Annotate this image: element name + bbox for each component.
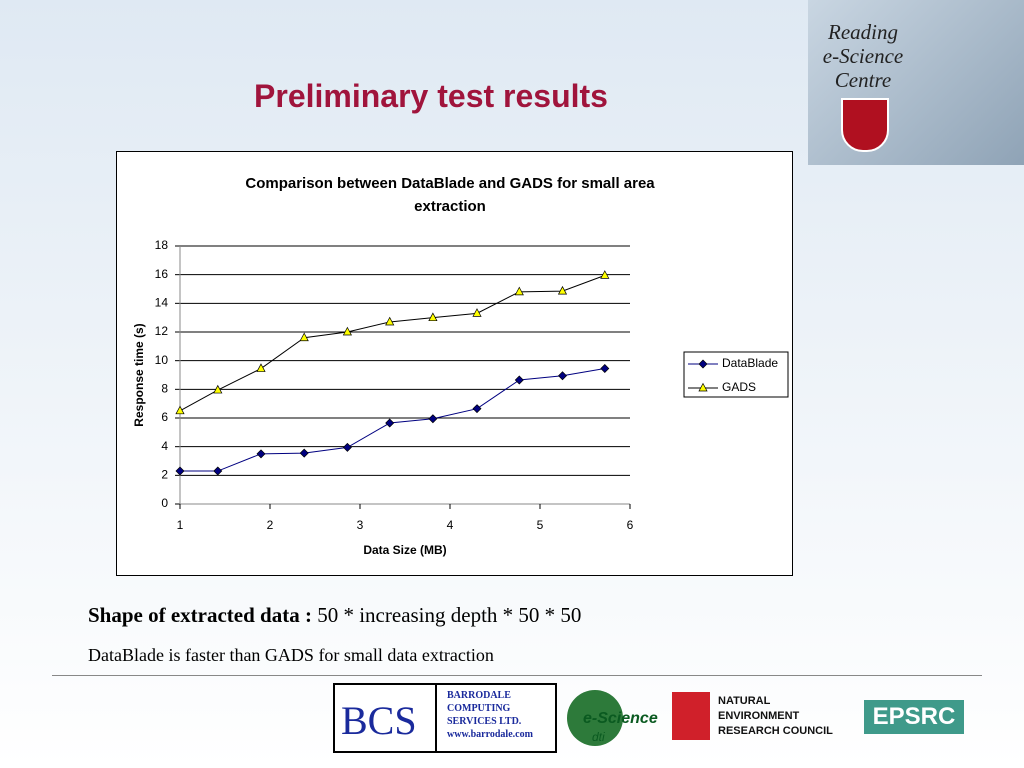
escience-text: e-Science bbox=[583, 710, 658, 727]
nerc-line: ENVIRONMENT bbox=[718, 710, 800, 722]
marker bbox=[558, 371, 567, 381]
series-line bbox=[179, 274, 605, 412]
bcs-mark: BCS bbox=[341, 698, 417, 743]
shape-line: Shape of extracted data : 50 * increasin… bbox=[88, 603, 581, 628]
marker bbox=[213, 466, 223, 476]
x-tick-label: 1 bbox=[177, 518, 184, 532]
nerc-mark bbox=[672, 692, 710, 740]
y-tick-label: 0 bbox=[161, 496, 168, 510]
bcs-sep bbox=[435, 685, 437, 751]
marker bbox=[514, 375, 524, 385]
marker bbox=[256, 363, 266, 372]
y-tick-label: 18 bbox=[155, 238, 169, 252]
y-tick-label: 16 bbox=[155, 267, 169, 281]
marker bbox=[472, 404, 482, 414]
marker bbox=[342, 442, 352, 452]
nerc-text: NATURAL ENVIRONMENT RESEARCH COUNCIL bbox=[718, 694, 833, 739]
marker bbox=[600, 364, 610, 374]
logo-line: e-Science bbox=[822, 44, 904, 68]
logo-text: Reading e-Science Centre bbox=[808, 20, 918, 92]
bcs-line: SERVICES LTD. bbox=[447, 716, 522, 727]
bcs-line: BARRODALE bbox=[447, 690, 511, 701]
chart-frame bbox=[116, 151, 793, 576]
series-line bbox=[180, 368, 605, 472]
y-tick-label: 6 bbox=[161, 410, 168, 424]
bcs-logo: BCS BARRODALE COMPUTING SERVICES LTD. ww… bbox=[333, 683, 557, 753]
marker bbox=[514, 286, 524, 296]
marker bbox=[385, 418, 395, 428]
legend-label: GADS bbox=[722, 380, 756, 394]
marker bbox=[472, 308, 482, 317]
nerc-line: RESEARCH COUNCIL bbox=[718, 725, 833, 737]
y-tick-label: 8 bbox=[161, 382, 168, 396]
marker bbox=[256, 449, 266, 459]
y-tick-label: 2 bbox=[161, 468, 168, 482]
nerc-line: NATURAL bbox=[718, 695, 771, 707]
marker bbox=[175, 466, 185, 476]
x-tick-label: 2 bbox=[267, 518, 274, 532]
marker bbox=[385, 316, 395, 326]
bcs-line: www.barrodale.com bbox=[447, 729, 533, 740]
x-tick-label: 6 bbox=[627, 518, 634, 532]
legend-label: DataBlade bbox=[722, 356, 778, 370]
marker bbox=[428, 414, 438, 424]
x-tick-label: 4 bbox=[447, 518, 454, 532]
shape-text: 50 * increasing depth * 50 * 50 bbox=[317, 603, 582, 627]
escience-logo bbox=[567, 690, 623, 746]
y-tick-label: 14 bbox=[155, 296, 169, 310]
marker bbox=[428, 312, 438, 322]
bcs-text: BARRODALE COMPUTING SERVICES LTD. www.ba… bbox=[447, 689, 533, 741]
crest bbox=[841, 98, 889, 152]
marker bbox=[342, 326, 352, 336]
y-tick-label: 12 bbox=[155, 324, 169, 338]
slide-title: Preliminary test results bbox=[254, 78, 608, 114]
legend-marker bbox=[698, 382, 708, 392]
x-axis-label: Data Size (MB) bbox=[363, 543, 446, 557]
divider bbox=[52, 675, 982, 676]
x-tick-label: 3 bbox=[357, 518, 364, 532]
dti-text: dti bbox=[592, 730, 605, 744]
epsrc-logo: EPSRC bbox=[864, 700, 964, 734]
marker bbox=[299, 332, 309, 342]
y-tick-label: 4 bbox=[161, 439, 168, 453]
y-axis-label: Response time (s) bbox=[132, 323, 146, 426]
x-tick-label: 5 bbox=[537, 518, 544, 532]
logo-line: Centre bbox=[834, 68, 892, 92]
marker bbox=[299, 448, 309, 458]
y-tick-label: 10 bbox=[155, 353, 169, 367]
legend-marker bbox=[698, 359, 708, 369]
bcs-line: COMPUTING bbox=[447, 703, 511, 714]
marker bbox=[213, 384, 223, 394]
marker bbox=[175, 405, 185, 415]
logo-line: Reading bbox=[828, 20, 898, 44]
marker bbox=[557, 285, 568, 295]
shape-label: Shape of extracted data : bbox=[88, 603, 312, 627]
marker bbox=[600, 270, 610, 279]
chart-title: Comparison between DataBlade and GADS fo… bbox=[245, 175, 655, 215]
note: DataBlade is faster than GADS for small … bbox=[88, 645, 494, 665]
